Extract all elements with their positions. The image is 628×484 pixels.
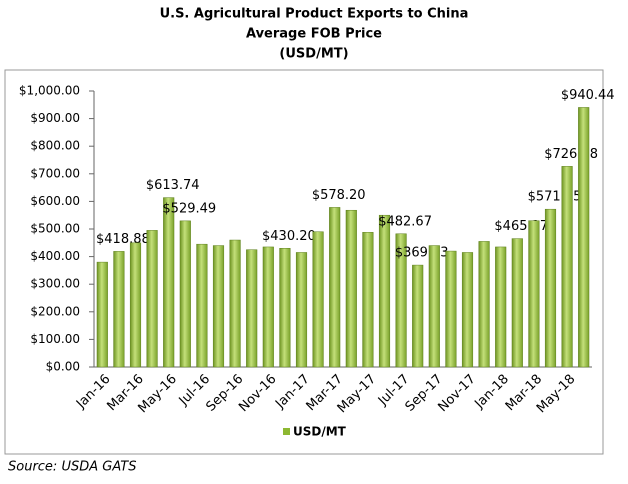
bar (378, 214, 391, 368)
data-label: $465.17 (494, 219, 548, 234)
y-tick-label: $700.00 (30, 166, 80, 180)
bar (445, 250, 457, 368)
chart-title: U.S. Agricultural Product Exports to Chi… (160, 7, 469, 22)
bar (428, 245, 440, 368)
bar (511, 238, 523, 368)
data-label: $578.20 (312, 188, 366, 203)
bar (329, 207, 341, 368)
bar (544, 208, 557, 368)
bar (578, 107, 590, 368)
y-tick-label: $900.00 (30, 111, 80, 125)
bar (229, 239, 241, 368)
bar (478, 241, 490, 368)
data-label: $940.44 (561, 88, 615, 103)
data-label: $369.23 (395, 246, 449, 261)
bar (362, 232, 374, 368)
data-label: $726.98 (544, 147, 598, 162)
bar (279, 248, 291, 368)
y-tick-label: $400.00 (30, 249, 80, 263)
bar (163, 197, 175, 368)
source-note: Source: USDA GATS (8, 460, 136, 475)
data-label: $430.20 (262, 229, 316, 244)
data-label: $571.75 (528, 190, 582, 205)
y-tick-label: $100.00 (30, 332, 80, 346)
y-tick-label: $1,000.00 (19, 84, 80, 98)
bar (246, 249, 258, 368)
chart-title: (USD/MT) (279, 47, 348, 62)
data-label: $482.67 (378, 214, 432, 229)
y-tick-label: $800.00 (30, 139, 80, 153)
bar (461, 252, 474, 368)
legend-swatch (283, 428, 290, 435)
x-tick-label: Nov-17 (435, 372, 478, 415)
bar (196, 243, 208, 368)
bar (561, 166, 573, 368)
bar (113, 251, 125, 368)
bar (528, 220, 540, 368)
bar (212, 245, 225, 368)
y-tick-label: $300.00 (30, 277, 80, 291)
legend-label: USD/MT (293, 425, 347, 439)
bar (395, 233, 407, 368)
bar (412, 264, 424, 368)
x-tick-label: Nov-16 (236, 372, 279, 415)
bar (179, 220, 191, 368)
chart-border (4, 69, 604, 455)
bar (146, 230, 158, 368)
bar (129, 242, 142, 368)
data-label: $529.49 (162, 201, 216, 216)
bar (295, 252, 308, 368)
y-tick-label: $0.00 (46, 360, 80, 374)
data-label: $418.88 (96, 232, 150, 247)
y-tick-label: $200.00 (30, 304, 80, 318)
bar (495, 246, 507, 368)
bar (345, 209, 357, 368)
y-tick-label: $600.00 (30, 194, 80, 208)
bar (96, 261, 108, 368)
bar (312, 231, 324, 368)
y-tick-label: $500.00 (30, 222, 80, 236)
bar (262, 246, 274, 368)
chart-title: Average FOB Price (246, 27, 382, 42)
data-label: $613.74 (146, 178, 200, 193)
